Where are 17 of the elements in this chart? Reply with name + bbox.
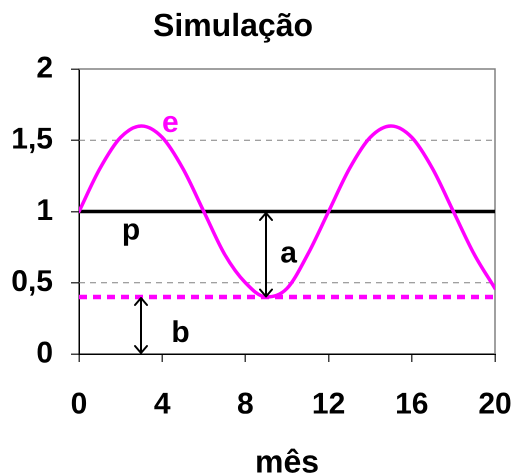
series-label: e — [162, 106, 179, 139]
y-tick-label: 0,5 — [11, 265, 53, 298]
annotation: b — [171, 316, 190, 349]
y-tick-label: 1,5 — [11, 122, 53, 156]
x-tick-label: 12 — [312, 387, 346, 420]
x-axis-title: mês — [254, 444, 320, 475]
x-tick-label: 20 — [478, 387, 512, 420]
x-tick-label: 16 — [395, 387, 428, 420]
y-tick-label: 0 — [36, 336, 53, 370]
chart-title: Simulação — [152, 7, 314, 44]
annotation: a — [280, 236, 298, 270]
x-tick-label: 4 — [154, 387, 171, 420]
x-tick-label: 8 — [237, 387, 254, 420]
series-label: p — [122, 214, 140, 246]
y-tick-label: 1 — [36, 194, 53, 227]
y-tick-label: 2 — [36, 51, 53, 84]
x-tick-label: 0 — [70, 387, 88, 420]
